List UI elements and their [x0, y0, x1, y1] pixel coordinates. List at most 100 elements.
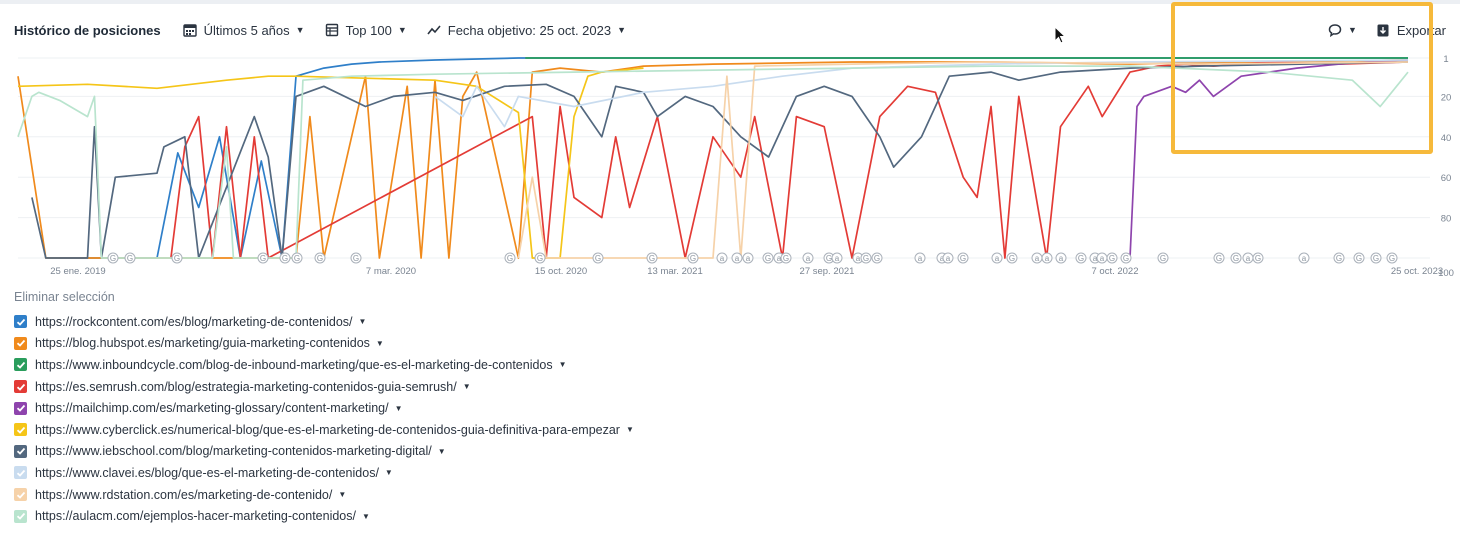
top-divider	[0, 0, 1460, 4]
chevron-down-icon[interactable]: ▼	[462, 382, 471, 392]
series-line-7[interactable]	[31, 61, 1409, 259]
annotation-marker-label: G	[1336, 254, 1342, 263]
top-dropdown[interactable]: Top 100 ▼	[325, 23, 407, 38]
checkbox-checked-icon[interactable]	[14, 423, 27, 437]
chevron-down-icon[interactable]: ▼	[361, 511, 370, 521]
annotation-marker	[914, 252, 926, 264]
annotation-marker-label: G	[783, 254, 789, 263]
chart-actions: ▼ Exportar	[1328, 18, 1446, 42]
chevron-down-icon[interactable]: ▼	[338, 490, 347, 500]
chevron-down-icon: ▼	[1347, 25, 1357, 35]
annotation-marker	[742, 252, 754, 264]
checkbox-checked-icon[interactable]	[14, 466, 27, 480]
legend-url: https://aulacm.com/ejemplos-hacer-market…	[35, 509, 356, 524]
annotation-marker-label: a	[856, 254, 861, 263]
checkbox-checked-icon[interactable]	[14, 401, 27, 415]
chevron-down-icon: ▼	[397, 25, 407, 35]
series-line-9[interactable]	[517, 61, 1409, 259]
legend-item[interactable]: https://www.inboundcycle.com/blog-de-inb…	[14, 354, 634, 376]
annotation-marker-label: a	[1035, 254, 1040, 263]
series-line-4[interactable]	[170, 61, 1409, 259]
annotation-marker	[871, 252, 883, 264]
annotation-marker	[1106, 252, 1118, 264]
y-tick-label: 40	[1441, 133, 1452, 144]
annotation-marker-label: a	[1100, 254, 1105, 263]
annotation-marker	[534, 252, 546, 264]
annotation-marker-label: a	[777, 254, 782, 263]
period-dropdown[interactable]: Últimos 5 años ▼	[182, 22, 305, 38]
legend-item[interactable]: https://mailchimp.com/es/marketing-gloss…	[14, 397, 634, 419]
chevron-down-icon[interactable]: ▼	[437, 446, 446, 456]
comment-button[interactable]: ▼	[1328, 23, 1357, 37]
annotation-marker-label: a	[946, 254, 951, 263]
annotation-marker	[107, 252, 119, 264]
annotation-marker	[731, 252, 743, 264]
x-tick-label: 25 ene. 2019	[50, 266, 105, 277]
chevron-down-icon[interactable]: ▼	[375, 338, 384, 348]
legend-item[interactable]: https://aulacm.com/ejemplos-hacer-market…	[14, 505, 634, 527]
series-line-8[interactable]	[434, 59, 1409, 128]
annotation-marker	[350, 252, 362, 264]
checkbox-checked-icon[interactable]	[14, 444, 27, 458]
export-button[interactable]: Exportar	[1377, 23, 1446, 38]
x-tick-label: 27 sep. 2021	[800, 266, 855, 277]
legend-item[interactable]: https://www.cyberclick.es/numerical-blog…	[14, 419, 634, 441]
annotation-marker-label: a	[918, 254, 923, 263]
chevron-down-icon[interactable]: ▼	[394, 403, 403, 413]
series-line-5[interactable]	[1129, 59, 1409, 259]
annotation-marker-label: a	[806, 254, 811, 263]
annotation-marker-label: G	[1160, 254, 1166, 263]
checkbox-checked-icon[interactable]	[14, 336, 27, 350]
annotation-marker	[860, 252, 872, 264]
top-label: Top 100	[345, 22, 392, 38]
annotation-marker-label: a	[1059, 254, 1064, 263]
annotation-marker	[646, 252, 658, 264]
legend-item[interactable]: https://www.clavei.es/blog/que-es-el-mar…	[14, 462, 634, 484]
annotation-marker-label: a	[940, 254, 945, 263]
annotation-marker-label: G	[174, 254, 180, 263]
annotation-marker-label: a	[1045, 254, 1050, 263]
series-line-6[interactable]	[17, 67, 644, 259]
x-tick-label: 25 oct. 2023	[1391, 266, 1443, 277]
chevron-down-icon: ▼	[617, 25, 627, 35]
annotation-marker	[1213, 252, 1225, 264]
legend-item[interactable]: https://es.semrush.com/blog/estrategia-m…	[14, 376, 634, 398]
chart-toolbar: Histórico de posiciones Últimos 5 años ▼…	[14, 18, 646, 42]
clear-selection-link[interactable]: Eliminar selección	[14, 290, 115, 304]
legend-item[interactable]: https://rockcontent.com/es/blog/marketin…	[14, 311, 634, 333]
chevron-down-icon[interactable]: ▼	[384, 468, 393, 478]
annotation-marker	[1055, 252, 1067, 264]
annotation-marker-label: a	[995, 254, 1000, 263]
annotation-marker	[991, 252, 1003, 264]
chevron-down-icon[interactable]: ▼	[558, 360, 567, 370]
checkbox-checked-icon[interactable]	[14, 509, 27, 523]
annotation-marker-label: G	[1216, 254, 1222, 263]
annotation-marker-label: a	[720, 254, 725, 263]
annotation-marker	[171, 252, 183, 264]
series-line-10[interactable]	[17, 65, 1409, 259]
period-label: Últimos 5 años	[203, 22, 290, 38]
chevron-down-icon[interactable]: ▼	[625, 425, 634, 435]
series-line-2[interactable]	[17, 59, 1409, 259]
chevron-down-icon[interactable]: ▼	[358, 317, 367, 327]
legend-url: https://www.cyberclick.es/numerical-blog…	[35, 422, 620, 437]
checkbox-checked-icon[interactable]	[14, 358, 27, 372]
checkbox-checked-icon[interactable]	[14, 488, 27, 502]
trend-icon	[427, 25, 441, 35]
x-tick-label: 7 mar. 2020	[366, 266, 416, 277]
checkbox-checked-icon[interactable]	[14, 315, 27, 329]
legend-item[interactable]: https://www.rdstation.com/es/marketing-d…	[14, 484, 634, 506]
annotation-marker-label: a	[1302, 254, 1307, 263]
annotation-marker-label: G	[1373, 254, 1379, 263]
annotation-marker	[957, 252, 969, 264]
checkbox-checked-icon[interactable]	[14, 380, 27, 394]
annotation-marker	[1041, 252, 1053, 264]
legend-item[interactable]: https://www.iebschool.com/blog/marketing…	[14, 441, 634, 463]
comment-icon	[1328, 24, 1342, 37]
annotation-marker	[1120, 252, 1132, 264]
legend-item[interactable]: https://blog.hubspot.es/marketing/guia-m…	[14, 333, 634, 355]
annotation-marker	[1006, 252, 1018, 264]
annotation-marker-label: G	[1078, 254, 1084, 263]
target-date-dropdown[interactable]: Fecha objetivo: 25 oct. 2023 ▼	[427, 23, 626, 38]
